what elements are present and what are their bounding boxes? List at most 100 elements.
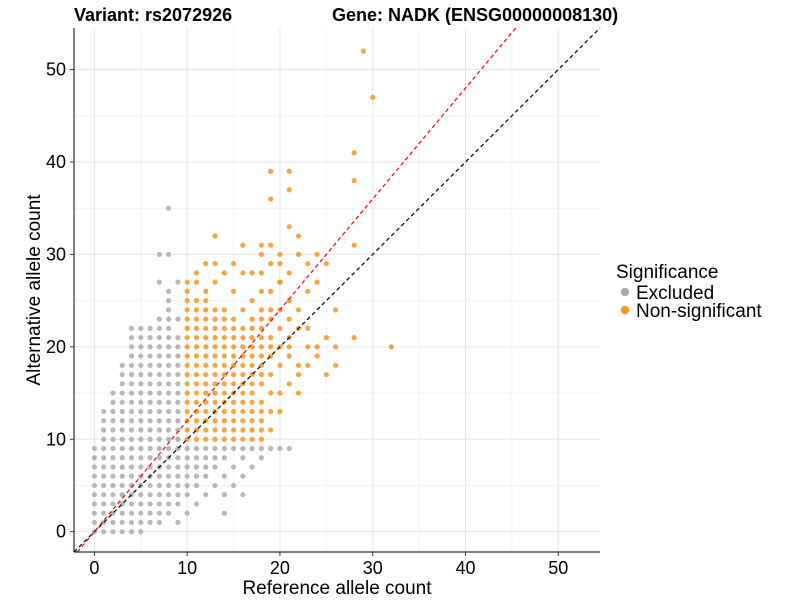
point-non-significant	[184, 381, 190, 387]
point-non-significant	[184, 353, 190, 359]
point-excluded	[156, 473, 162, 479]
point-excluded	[193, 464, 200, 470]
point-non-significant	[351, 150, 357, 156]
point-excluded	[147, 371, 153, 378]
point-excluded	[101, 510, 107, 516]
point-non-significant	[240, 362, 246, 368]
point-non-significant	[184, 344, 190, 350]
point-non-significant	[221, 371, 227, 378]
point-non-significant	[193, 371, 200, 378]
point-excluded	[175, 436, 181, 442]
point-excluded	[110, 501, 116, 507]
point-excluded	[128, 399, 135, 405]
point-non-significant	[193, 381, 200, 387]
point-excluded	[128, 371, 135, 378]
point-excluded	[156, 279, 162, 285]
point-non-significant	[221, 427, 227, 433]
point-non-significant	[258, 427, 264, 433]
point-excluded	[240, 473, 246, 479]
point-excluded	[110, 427, 116, 433]
point-excluded	[175, 334, 181, 341]
point-excluded	[110, 445, 116, 452]
point-excluded	[128, 473, 135, 479]
point-excluded	[128, 418, 135, 424]
point-excluded	[166, 464, 172, 470]
point-excluded	[91, 464, 98, 470]
point-non-significant	[193, 270, 200, 276]
point-excluded	[156, 390, 162, 396]
point-excluded	[156, 316, 162, 322]
point-non-significant	[193, 344, 200, 350]
point-excluded	[156, 418, 162, 424]
point-excluded	[156, 344, 162, 350]
point-excluded	[110, 436, 116, 442]
point-excluded	[101, 455, 107, 461]
point-excluded	[128, 510, 135, 516]
point-excluded	[147, 492, 153, 498]
point-excluded	[175, 371, 181, 378]
point-non-significant	[230, 418, 237, 424]
point-excluded	[138, 381, 144, 387]
point-excluded	[128, 325, 135, 331]
point-excluded	[110, 390, 116, 396]
point-non-significant	[295, 307, 302, 313]
point-excluded	[147, 427, 153, 433]
legend-label-excluded: Excluded	[636, 283, 714, 304]
point-excluded	[193, 455, 200, 461]
point-non-significant	[221, 418, 227, 424]
point-excluded	[221, 492, 227, 498]
point-non-significant	[295, 362, 302, 368]
point-non-significant	[221, 270, 227, 276]
point-excluded	[128, 390, 135, 396]
point-non-significant	[268, 288, 274, 294]
point-excluded	[91, 510, 98, 516]
point-excluded	[268, 445, 274, 452]
point-non-significant	[277, 390, 283, 396]
point-non-significant	[212, 344, 218, 350]
point-non-significant	[184, 316, 190, 322]
point-non-significant	[268, 408, 274, 415]
y-tick-label: 30	[46, 244, 66, 264]
point-non-significant	[184, 371, 190, 378]
point-non-significant	[249, 353, 255, 359]
point-non-significant	[203, 316, 209, 322]
point-non-significant	[193, 307, 200, 313]
point-excluded	[128, 482, 135, 489]
point-excluded	[175, 381, 181, 387]
point-non-significant	[203, 390, 209, 396]
point-excluded	[166, 492, 172, 498]
point-excluded	[138, 519, 144, 526]
point-excluded	[138, 510, 144, 516]
point-excluded	[175, 492, 181, 498]
point-non-significant	[305, 261, 311, 267]
point-non-significant	[230, 334, 237, 341]
x-tick-label: 40	[455, 558, 475, 578]
point-excluded	[128, 501, 135, 507]
reference-lines	[73, 27, 601, 553]
point-excluded	[166, 501, 172, 507]
point-excluded	[110, 399, 116, 405]
point-excluded	[166, 334, 172, 341]
point-excluded	[147, 501, 153, 507]
point-non-significant	[240, 436, 246, 442]
point-non-significant	[203, 427, 209, 433]
point-non-significant	[240, 427, 246, 433]
point-excluded	[119, 455, 125, 461]
point-non-significant	[230, 381, 237, 387]
point-non-significant	[370, 94, 376, 100]
point-excluded	[110, 529, 116, 535]
point-excluded	[277, 445, 283, 452]
point-excluded	[156, 482, 162, 489]
point-non-significant	[258, 381, 264, 387]
point-non-significant	[212, 427, 218, 433]
point-excluded	[147, 381, 153, 387]
point-excluded	[128, 427, 135, 433]
point-excluded	[119, 362, 125, 368]
point-non-significant	[268, 371, 274, 378]
identity-line	[73, 27, 601, 553]
point-excluded	[119, 529, 125, 535]
point-excluded	[138, 436, 144, 442]
point-excluded	[166, 371, 172, 378]
y-tick-label: 40	[46, 152, 66, 172]
point-non-significant	[388, 344, 394, 350]
